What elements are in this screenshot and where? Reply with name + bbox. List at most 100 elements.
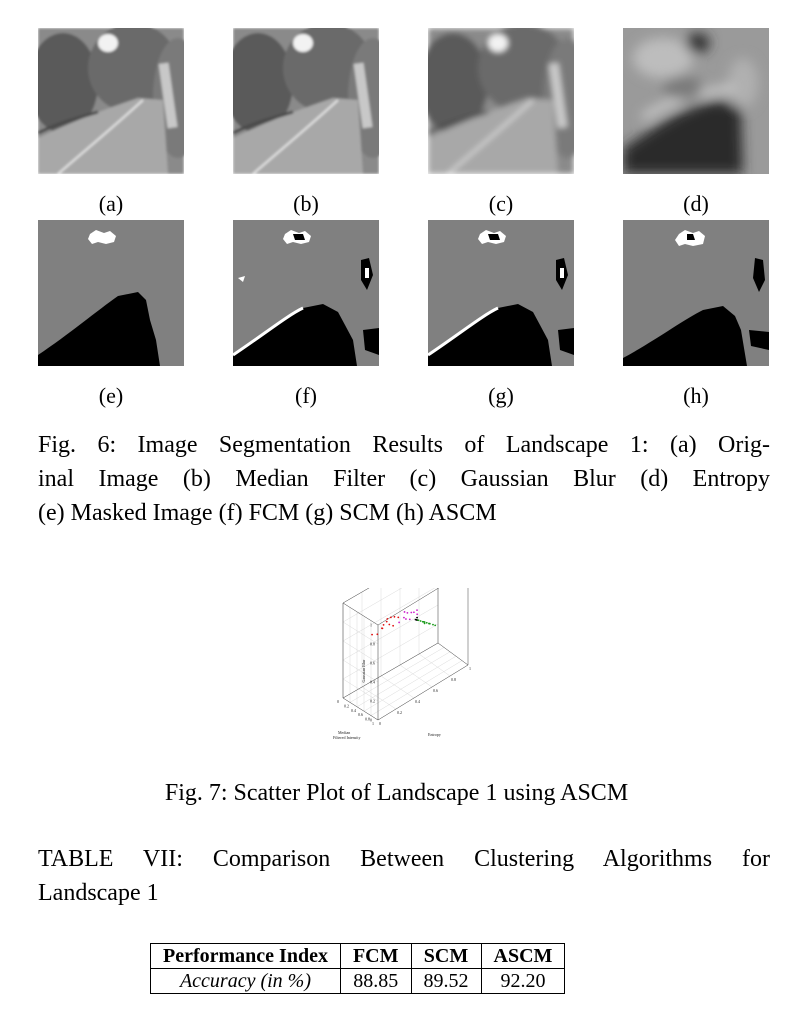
fig6-panel-a-original (38, 28, 184, 174)
scatter-point (434, 624, 437, 627)
fig6-label-f: (f) (295, 383, 317, 408)
x-tick-label: 0.6 (433, 688, 438, 693)
scatter-point (425, 621, 428, 624)
scatter-point (381, 627, 383, 630)
axis-edge (342, 602, 379, 626)
scatter-point (382, 624, 385, 626)
fig6-caption-line-3: (e) Masked Image (f) FCM (g) SCM (h) ASC… (38, 500, 497, 526)
scatter-point (415, 619, 418, 621)
axis-edge (377, 588, 440, 626)
z-tick-label: 1 (370, 623, 372, 628)
scatter-point (423, 621, 426, 623)
scatter-point (405, 618, 407, 620)
grid-line (349, 647, 445, 703)
scatter-point (408, 618, 411, 621)
table7-caption-line-1: TABLE VII: Comparison Between Clustering… (38, 846, 770, 872)
y-axis-label-line-1: Median (338, 730, 350, 735)
x-tick-label: 0.4 (415, 699, 420, 704)
fig6-label-g: (g) (488, 383, 514, 408)
y-axis-label-line-2: Filtered Intensity (333, 735, 360, 740)
scatter-point (386, 617, 389, 620)
axis-edge (377, 664, 469, 721)
fig6-label-b: (b) (293, 191, 319, 216)
fig6-panel-e-masked (38, 220, 184, 366)
y-tick-label: 0.2 (344, 703, 349, 708)
grid-line (361, 686, 397, 710)
table7-header-performance-index: Performance Index (150, 943, 341, 969)
scatter-point (410, 611, 413, 614)
fig6-panel-f-fcm (233, 220, 379, 366)
grid-line (342, 588, 435, 642)
scatter-point (406, 611, 409, 614)
fig6-panel-c-gaussian (428, 28, 574, 174)
grid-line (399, 664, 433, 688)
fig6-caption-line-1: Fig. 6: Image Segmentation Results of La… (38, 432, 770, 458)
table7-cell-metric: Accuracy (in %) (150, 968, 341, 994)
table7-cell-ascm: 92.20 (480, 968, 566, 994)
scatter-point (417, 619, 420, 622)
scatter-point (392, 624, 395, 627)
y-tick-label: 0.8 (365, 717, 370, 722)
x-tick-label: 0.8 (451, 677, 456, 682)
grid-line (342, 659, 379, 683)
table7-header-fcm: FCM (339, 943, 412, 969)
axis-edge (342, 588, 370, 604)
axis-edge (342, 697, 379, 721)
scatter-point (413, 611, 415, 614)
scatter-point (428, 622, 430, 625)
fig6-panel-d-entropy (623, 28, 769, 174)
z-tick-label: 0.2 (370, 699, 375, 704)
fig6-label-d: (d) (683, 191, 709, 216)
scatter-point (416, 609, 418, 612)
fig6-label-a: (a) (98, 191, 124, 216)
grid-line (342, 588, 370, 604)
fig6-panel-b-median (233, 28, 379, 174)
scatter-point (388, 623, 391, 626)
x-axis-label: Entropy (428, 732, 441, 737)
grid-line (380, 675, 415, 699)
z-tick-label: 0.6 (370, 661, 375, 666)
fig7-caption: Fig. 7: Scatter Plot of Landscape 1 usin… (164, 780, 629, 806)
scatter-point (376, 633, 379, 636)
y-tick-label: 0.6 (358, 712, 363, 717)
y-tick-label: 0 (337, 699, 339, 704)
table7: Performance Index FCM SCM ASCM Accuracy … (150, 943, 566, 994)
y-tick-label: 1 (372, 721, 374, 726)
x-tick-label: 1 (469, 666, 471, 671)
scatter-point (416, 613, 419, 616)
scatter-point (432, 623, 434, 626)
fig6-label-e: (e) (98, 383, 124, 408)
y-tick-label: 0.4 (351, 708, 356, 713)
grid-line (363, 656, 457, 712)
z-tick-label: 0.8 (370, 642, 375, 647)
z-tick-label: 0 (370, 718, 372, 723)
scatter-point (371, 633, 373, 636)
table7-cell-fcm: 88.85 (339, 968, 412, 994)
scatter-point (421, 620, 424, 623)
grid-line (370, 660, 463, 716)
axis-edge (342, 642, 439, 699)
table7-header-row: Performance Index FCM SCM ASCM (150, 943, 566, 969)
scatter-point (397, 616, 400, 619)
x-tick-label: 0.2 (397, 710, 402, 715)
grid-line (342, 621, 379, 645)
table7-cell-scm: 89.52 (410, 968, 482, 994)
fig6-label-h: (h) (683, 383, 709, 408)
fig6-panel-h-ascm (623, 220, 769, 366)
grid-line (418, 653, 451, 677)
grid-line (342, 678, 379, 702)
fig6-panel-g-scm (428, 220, 574, 366)
scatter-point (398, 621, 401, 624)
scatter-point (393, 615, 396, 618)
grid-line (342, 604, 439, 661)
fig6-label-c: (c) (488, 191, 514, 216)
grid-line (356, 651, 451, 707)
z-axis-label: Gaussian Blur (361, 659, 366, 682)
scatter-point (385, 620, 388, 623)
scatter-point (403, 611, 406, 613)
table7-header-scm: SCM (410, 943, 482, 969)
axis-edge (437, 642, 469, 666)
scatter-point (423, 622, 426, 625)
scatter-point (419, 620, 422, 622)
